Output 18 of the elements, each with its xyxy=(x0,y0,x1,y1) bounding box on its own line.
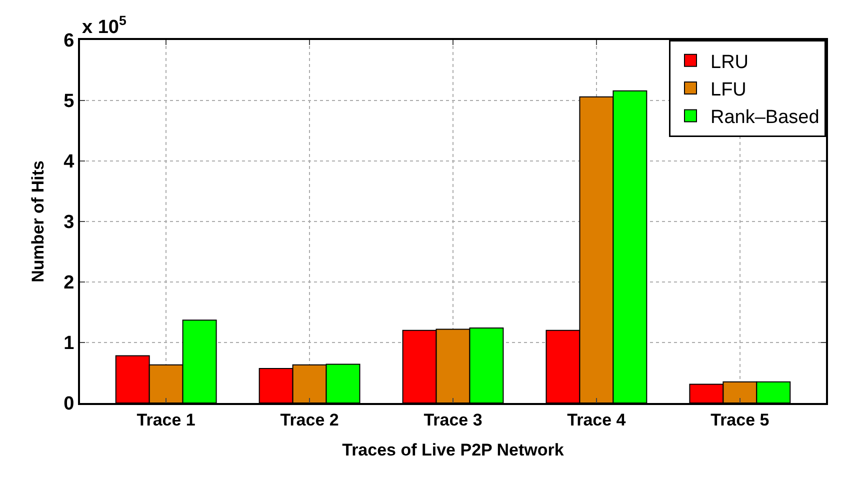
text: x 10$^{5}$ xyxy=(82,13,127,38)
y-axis-title: Number of Hits xyxy=(28,160,48,282)
x-tick-label: Trace 2 xyxy=(280,410,339,430)
y-tick-label: 5 xyxy=(64,91,75,112)
x-tick-label: Trace 5 xyxy=(710,410,770,430)
legend-label: Rank–Based xyxy=(710,107,820,128)
y-tick-label: 2 xyxy=(64,272,74,294)
x-tick-label: Trace 3 xyxy=(424,410,482,430)
y-tick-label: 0 xyxy=(64,394,74,415)
y-tick-label: 4 xyxy=(64,152,75,173)
y-tick-label: 6 xyxy=(64,30,74,52)
x-axis-title: Traces of Live P2P Network xyxy=(342,440,564,460)
y-tick-label: 3 xyxy=(64,212,74,234)
legend-label: LFU xyxy=(710,79,746,100)
x-tick-label: Trace 4 xyxy=(567,410,626,430)
x-tick-label: Trace 1 xyxy=(136,410,196,430)
legend-label: LRU xyxy=(710,52,749,73)
y-tick-label: 1 xyxy=(64,333,75,354)
